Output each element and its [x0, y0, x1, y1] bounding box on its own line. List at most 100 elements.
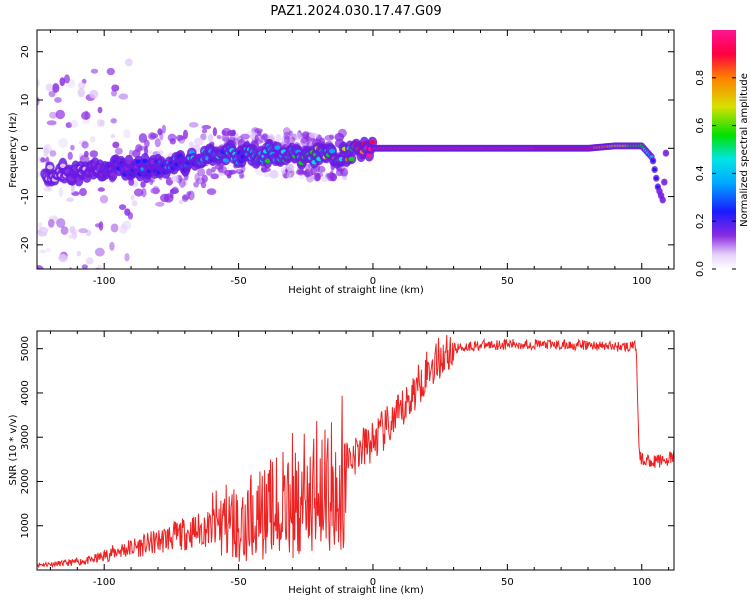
spectrogram-noise-blob: [124, 208, 131, 216]
spectrogram-noise-blob: [306, 174, 315, 183]
spectrogram-noise-blob: [177, 175, 183, 182]
spectrogram-noise-blob: [295, 132, 302, 141]
spectrogram-noise-blob: [212, 127, 218, 137]
spectrogram-noise-blob: [211, 166, 216, 173]
spectrogram-noise-blob: [37, 265, 44, 269]
spectrogram-noise-blob: [157, 128, 163, 136]
spectrogram-y-tick-label: -10: [20, 188, 31, 204]
spectrogram-noise-blob: [320, 175, 329, 183]
spectrogram-noise-blob: [133, 188, 144, 197]
spectrogram-noise-blob: [257, 130, 262, 137]
spectrogram-noise-blob: [45, 83, 53, 92]
spectrogram-noise-blob: [275, 134, 282, 142]
spectrogram-noise-blob: [48, 90, 56, 98]
spectrogram-x-tick-label: 50: [501, 276, 514, 287]
spectrogram-noise-blob: [58, 187, 64, 198]
spectrogram-noise-blob: [150, 187, 161, 195]
spectrogram-noise-blob: [310, 166, 317, 176]
spectrogram-noise-blob: [262, 132, 269, 140]
spectrogram-noise-blob: [188, 121, 199, 128]
colorbar-tick-label: 0.2: [695, 213, 706, 229]
spectrogram-noise-blob: [182, 129, 188, 140]
spectrogram-noise-blob: [175, 134, 184, 142]
spectrogram-noise-blob: [119, 224, 128, 235]
spectrogram-noise-blob: [118, 93, 129, 100]
spectrogram-noise-blob: [178, 199, 184, 205]
colorbar-tick-label: 0.8: [695, 70, 706, 86]
spectrogram-noise-blob: [38, 232, 47, 237]
spectrogram-noise-blob: [49, 150, 57, 157]
spectrogram-noise-blob: [81, 141, 89, 149]
spectrogram-noise-blob: [315, 172, 324, 178]
colorbar-tick-label: 0.0: [695, 261, 706, 277]
spectrogram-noise-blob: [193, 137, 204, 146]
spectrogram-noise-blob: [324, 134, 334, 141]
spectrogram-noise-blob: [47, 218, 55, 228]
spectrogram-noise-blob: [84, 110, 89, 121]
spectrogram-noise-blob: [69, 225, 76, 234]
spectrogram-noise-blob: [55, 271, 60, 276]
spectrogram-noise-blob: [37, 96, 40, 106]
spectrogram-noise-blob: [197, 167, 206, 177]
spectrogram-noise-blob: [85, 257, 94, 265]
snr-frame: [36, 330, 675, 571]
spectrogram-band-core: [659, 194, 664, 198]
spectrogram-noise-blob: [94, 223, 102, 228]
spectrogram-noise-blob: [77, 81, 86, 90]
spectrogram-noise-blob: [110, 134, 116, 139]
spectrogram-noise-blob: [56, 218, 66, 228]
snr-x-tick-label: 0: [370, 577, 376, 588]
spectrogram-noise-blob: [137, 145, 148, 151]
spectrogram-noise-blob: [170, 188, 179, 194]
spectrogram-noise-blob: [170, 175, 180, 182]
spectrogram-noise-blob: [65, 122, 73, 129]
spectrogram-noise-blob: [58, 138, 68, 148]
spectrogram-noise-blob: [169, 138, 176, 145]
spectrogram-band-core: [109, 172, 116, 177]
spectrogram-noise-blob: [140, 181, 146, 188]
spectrogram-noise-blob: [154, 138, 161, 148]
spectrogram-y-axis: -20 -10 0 10 20: [20, 45, 674, 253]
spectrogram-noise-blob: [340, 167, 349, 177]
spectrogram-band-core: [655, 185, 660, 189]
spectrogram-band-core: [651, 159, 656, 163]
spectrogram-noise-blob: [59, 77, 66, 87]
colorbar-gradient: [712, 30, 736, 269]
spectrogram-noise-blob: [283, 131, 291, 140]
spectrogram-noise-blob: [42, 144, 52, 154]
spectrogram-noise-blob: [60, 226, 69, 235]
spectrogram-noise-blob: [269, 170, 279, 179]
spectrogram-noise-blob: [208, 133, 213, 143]
spectrogram-noise-blob: [282, 127, 291, 136]
spectrogram-noise-blob: [301, 170, 308, 175]
spectrogram-x-tick-label: -50: [230, 276, 246, 287]
spectrogram-noise-blob: [161, 124, 167, 134]
spectrogram-noise-blob: [286, 170, 292, 179]
spectrogram-noise-blob: [283, 135, 290, 145]
spectrogram-band-core: [274, 145, 281, 150]
spectrogram-y-tick-label: -20: [20, 237, 31, 253]
spectrogram-noise-blob: [317, 165, 326, 173]
spectrogram-noise-blob: [90, 68, 99, 74]
snr-x-tick-label: -50: [230, 577, 246, 588]
spectrogram-noise-blob: [144, 139, 150, 148]
spectrogram-noise-blob: [37, 78, 40, 88]
spectrogram-noise-blob: [194, 173, 200, 182]
spectrogram-noise-blob: [200, 181, 207, 189]
spectrogram-noise-blob: [66, 197, 74, 202]
spectrogram-noise-blob: [131, 200, 138, 207]
spectrogram-band-core: [125, 159, 132, 165]
spectrogram-noise-blob: [76, 250, 81, 257]
spectrogram-noise-blob: [97, 106, 103, 114]
spectrogram-noise-blob: [111, 84, 120, 92]
spectrogram-band-core: [662, 180, 667, 184]
spectrogram-noise-blob: [240, 133, 250, 140]
spectrogram-noise-blob: [106, 67, 115, 76]
spectrogram-noise-blob: [63, 74, 70, 84]
spectrogram-noise-blob: [235, 168, 244, 174]
spectrogram-band-core: [46, 164, 53, 170]
spectrogram-noise-blob: [70, 119, 78, 128]
spectrogram-noise-blob: [78, 228, 88, 234]
spectrogram-noise-blob: [337, 128, 347, 138]
spectrogram-noise-blob: [149, 132, 159, 139]
